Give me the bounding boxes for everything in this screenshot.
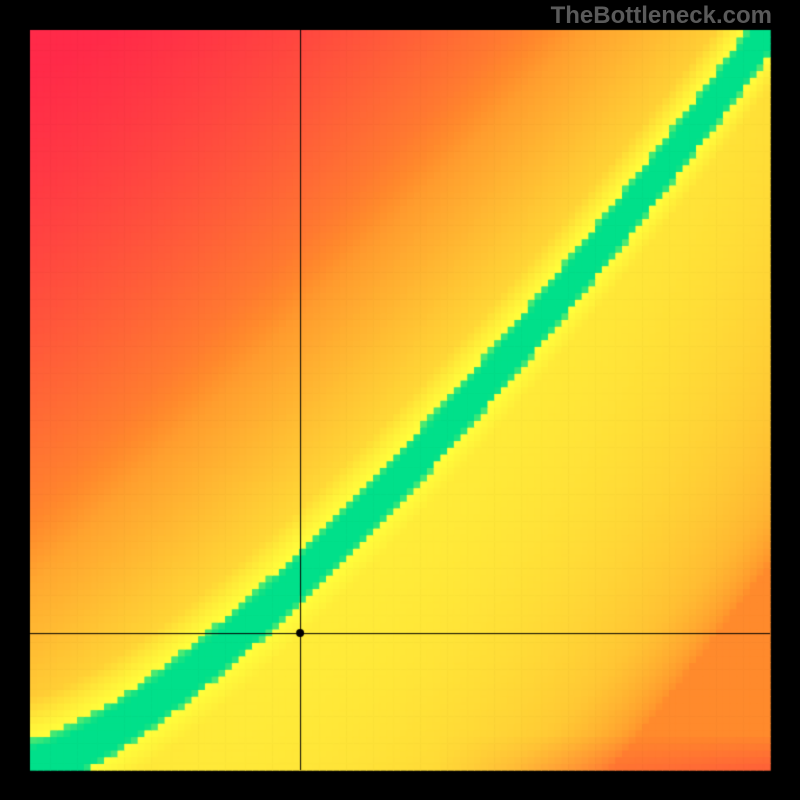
watermark-text: TheBottleneck.com — [551, 2, 772, 30]
bottleneck-heatmap — [0, 0, 800, 800]
chart-container: TheBottleneck.com — [0, 0, 800, 800]
